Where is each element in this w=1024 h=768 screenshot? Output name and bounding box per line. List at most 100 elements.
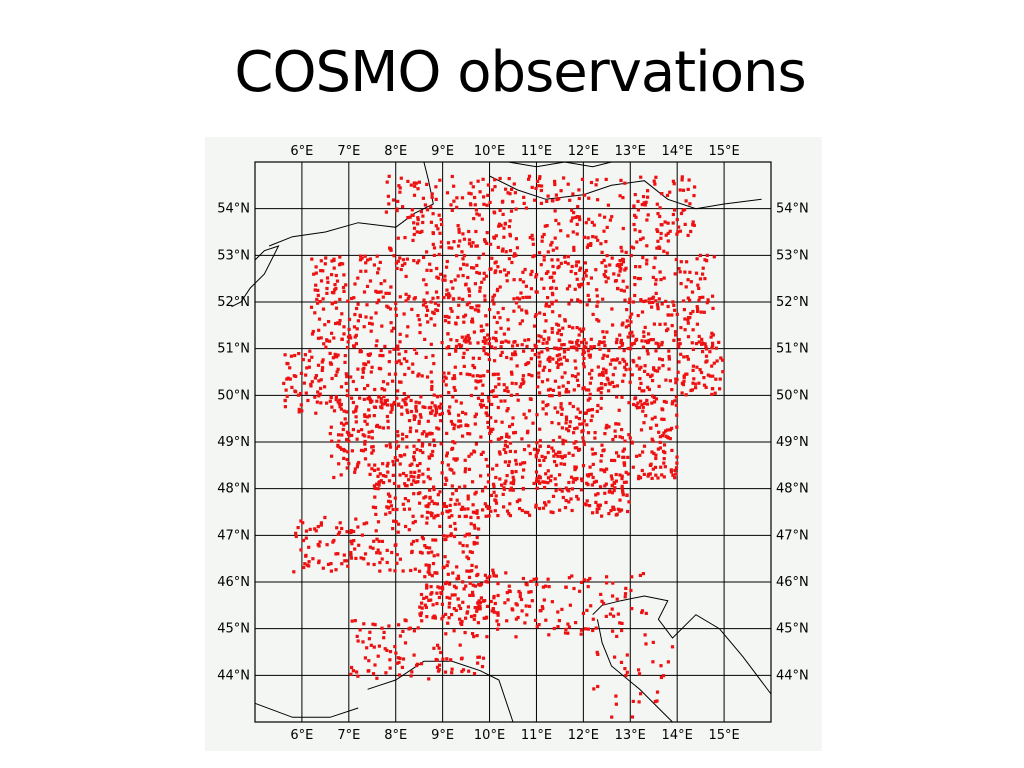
station-marker bbox=[461, 410, 465, 414]
station-marker bbox=[556, 454, 560, 458]
station-marker bbox=[696, 283, 700, 287]
station-marker bbox=[481, 450, 485, 454]
station-marker bbox=[699, 370, 704, 375]
station-marker bbox=[420, 432, 424, 436]
station-marker bbox=[571, 453, 575, 457]
station-marker bbox=[373, 463, 377, 467]
station-marker bbox=[429, 300, 433, 304]
station-marker bbox=[402, 312, 406, 316]
station-marker bbox=[586, 408, 590, 413]
station-marker bbox=[638, 476, 643, 480]
station-marker bbox=[574, 215, 578, 219]
station-marker bbox=[553, 460, 557, 464]
station-marker bbox=[623, 667, 627, 671]
station-marker bbox=[498, 270, 503, 274]
station-marker bbox=[444, 383, 448, 387]
station-marker bbox=[340, 562, 344, 566]
station-marker bbox=[409, 409, 414, 414]
station-marker bbox=[510, 187, 514, 191]
station-marker bbox=[520, 343, 524, 347]
station-marker bbox=[424, 313, 429, 317]
station-marker bbox=[594, 500, 598, 504]
station-marker bbox=[622, 373, 626, 377]
station-marker bbox=[655, 369, 660, 373]
station-marker bbox=[673, 308, 677, 312]
station-marker bbox=[344, 372, 348, 376]
station-marker bbox=[508, 449, 512, 453]
station-marker bbox=[483, 238, 487, 242]
station-marker bbox=[446, 241, 451, 245]
station-marker bbox=[570, 574, 574, 578]
station-marker bbox=[512, 254, 516, 258]
station-marker bbox=[613, 486, 617, 490]
station-marker bbox=[514, 237, 518, 241]
station-marker bbox=[582, 439, 586, 443]
station-marker bbox=[462, 587, 466, 591]
station-marker bbox=[566, 255, 570, 259]
station-marker bbox=[404, 474, 408, 478]
station-marker bbox=[399, 176, 403, 180]
station-marker bbox=[460, 250, 464, 254]
station-marker bbox=[633, 276, 637, 280]
station-marker bbox=[603, 484, 607, 488]
station-marker bbox=[462, 262, 466, 266]
station-marker bbox=[523, 621, 527, 625]
station-marker bbox=[581, 464, 586, 468]
station-marker bbox=[530, 185, 534, 189]
station-marker bbox=[569, 497, 573, 501]
station-marker bbox=[602, 468, 606, 472]
station-marker bbox=[446, 332, 450, 336]
station-marker bbox=[522, 349, 526, 353]
station-marker bbox=[585, 245, 589, 249]
station-marker bbox=[294, 534, 298, 539]
station-marker bbox=[427, 502, 431, 506]
station-marker bbox=[634, 215, 638, 219]
station-marker bbox=[394, 651, 398, 655]
station-marker bbox=[363, 419, 367, 423]
station-marker bbox=[568, 401, 572, 406]
station-marker bbox=[447, 515, 451, 519]
station-marker bbox=[605, 225, 609, 229]
station-marker bbox=[623, 595, 627, 599]
station-marker bbox=[403, 641, 408, 645]
station-marker bbox=[555, 354, 559, 358]
station-marker bbox=[398, 295, 402, 299]
station-marker bbox=[489, 429, 493, 433]
station-marker bbox=[612, 507, 616, 511]
station-marker bbox=[502, 226, 506, 230]
station-marker bbox=[489, 493, 494, 497]
station-marker bbox=[499, 345, 503, 349]
station-marker bbox=[572, 431, 576, 435]
station-marker bbox=[608, 263, 612, 267]
station-marker bbox=[396, 389, 400, 393]
station-marker bbox=[671, 300, 675, 304]
station-marker bbox=[429, 205, 433, 209]
station-marker bbox=[464, 338, 468, 342]
station-marker bbox=[457, 485, 462, 489]
station-marker bbox=[540, 380, 545, 384]
station-marker bbox=[637, 356, 641, 360]
station-marker bbox=[487, 342, 492, 346]
station-marker bbox=[486, 420, 490, 424]
station-marker bbox=[316, 301, 320, 305]
station-marker bbox=[406, 325, 410, 329]
station-marker bbox=[450, 671, 454, 675]
station-marker bbox=[405, 435, 409, 439]
station-marker bbox=[618, 333, 622, 337]
station-marker bbox=[284, 388, 288, 392]
station-marker bbox=[437, 252, 441, 257]
station-marker bbox=[554, 483, 558, 487]
station-marker bbox=[409, 674, 413, 678]
station-marker bbox=[644, 414, 648, 418]
station-marker bbox=[457, 296, 461, 300]
station-marker bbox=[500, 483, 504, 487]
station-marker bbox=[698, 368, 702, 372]
station-marker bbox=[573, 446, 577, 450]
station-marker bbox=[493, 261, 497, 265]
station-marker bbox=[494, 330, 498, 334]
station-marker bbox=[603, 383, 607, 387]
station-marker bbox=[412, 181, 416, 185]
station-marker bbox=[544, 472, 548, 476]
station-marker bbox=[537, 375, 541, 379]
station-marker bbox=[447, 411, 452, 416]
